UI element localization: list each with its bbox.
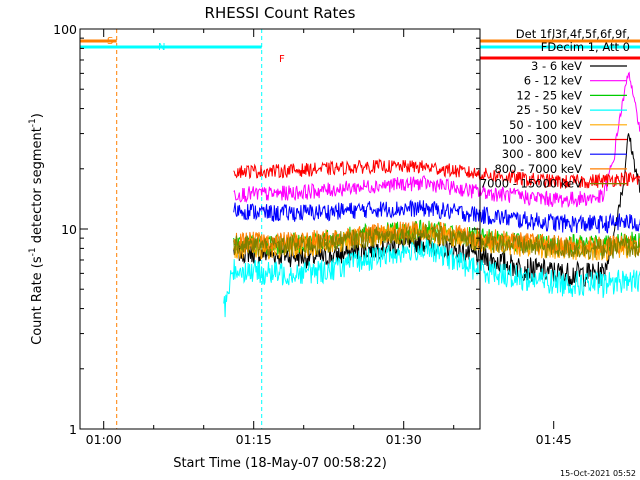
y-axis-label: Count Rate (s-1 detector segment-1) bbox=[28, 113, 45, 345]
legend-label: 50 - 100 keV bbox=[509, 118, 582, 132]
y-tick-label: 10 bbox=[61, 222, 77, 237]
series-line-1 bbox=[233, 71, 640, 208]
legend-label: 25 - 50 keV bbox=[516, 103, 582, 117]
y-axis-label-part2: detector segment bbox=[30, 127, 45, 247]
x-tick-label: 01:45 bbox=[536, 432, 572, 447]
y-axis-label-part3: ) bbox=[30, 113, 45, 118]
y-axis-label-part1: Count Rate (s bbox=[30, 256, 45, 345]
x-tick-label: 01:00 bbox=[86, 432, 122, 447]
axis-ticks: 01:0001:1501:3001:4502:0002:1502:3011010… bbox=[53, 22, 572, 447]
y-axis-label-sup1: -1 bbox=[28, 247, 38, 256]
generation-timestamp: 15-Oct-2021 05:52 bbox=[560, 469, 636, 478]
y-axis-label-sup2: -1 bbox=[28, 118, 38, 127]
legend-label: 800 - 7000 keV bbox=[494, 162, 582, 176]
series-line-3 bbox=[223, 239, 640, 318]
legend-label: 300 - 800 keV bbox=[502, 147, 582, 161]
x-tick-label: 01:15 bbox=[236, 432, 272, 447]
legend-label: 12 - 25 keV bbox=[516, 88, 582, 102]
interval-bars bbox=[80, 39, 640, 60]
night-marker-label: N bbox=[158, 42, 165, 53]
x-axis-label: Start Time (18-May-07 00:58:22) bbox=[173, 456, 387, 471]
y-tick-label: 1 bbox=[69, 422, 77, 437]
series-line-0 bbox=[233, 133, 640, 288]
x-tick-label: 01:30 bbox=[386, 432, 422, 447]
legend-header-line2: FDecim 1, Att 0 bbox=[541, 40, 630, 54]
legend-label: 7000 - 15000 keV bbox=[480, 177, 582, 191]
legend-label: 6 - 12 keV bbox=[524, 74, 582, 88]
legend-header-line1: Det 1f,3f,4f,5f,6f,9f, bbox=[516, 27, 630, 41]
series-line-6 bbox=[233, 199, 640, 234]
series-line-8 bbox=[233, 223, 640, 260]
time-markers bbox=[116, 29, 263, 429]
flare-marker-label: F bbox=[279, 54, 285, 65]
saa-marker-label: S bbox=[107, 36, 113, 47]
y-tick-label: 100 bbox=[53, 22, 77, 37]
series-lines bbox=[223, 71, 640, 318]
chart-title: RHESSI Count Rates bbox=[205, 4, 356, 22]
legend-label: 100 - 300 keV bbox=[502, 133, 582, 147]
legend-label: 3 - 6 keV bbox=[531, 59, 582, 73]
series-line-5 bbox=[233, 158, 640, 189]
